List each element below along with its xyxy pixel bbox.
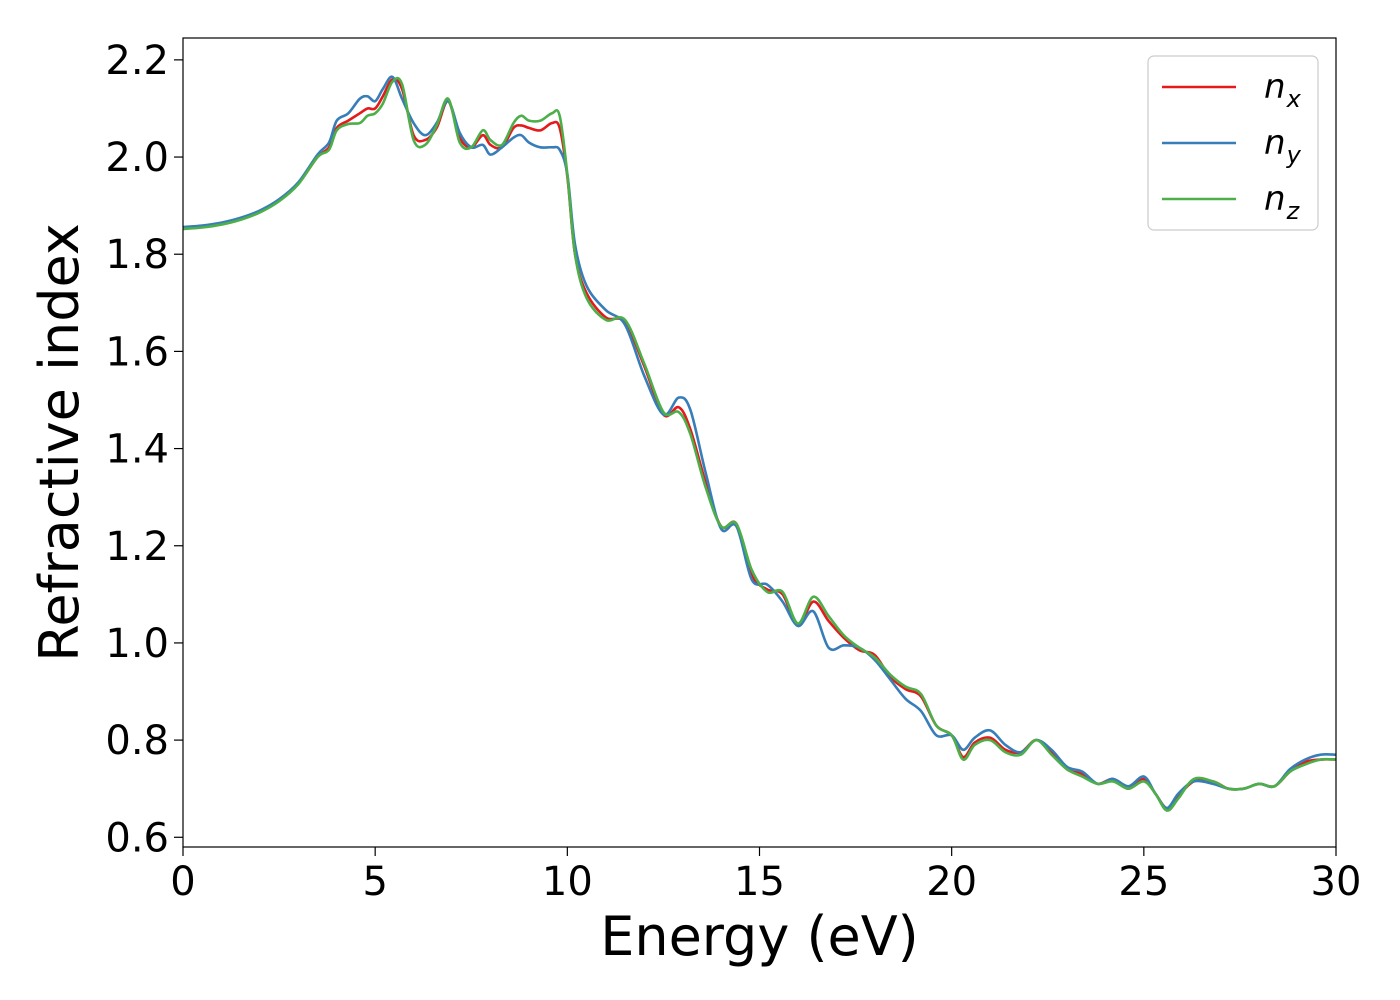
legend-label-x: nx — [1264, 67, 1302, 113]
legend: nx ny nz — [1147, 55, 1319, 231]
y-tick-label: 1.8 — [105, 232, 169, 278]
legend-label-y: ny — [1264, 123, 1302, 169]
x-tick-label: 10 — [542, 859, 593, 905]
y-tick-label: 0.8 — [105, 718, 169, 764]
series-line-y — [183, 75, 1336, 810]
y-tick-label: 0.6 — [105, 815, 169, 861]
y-tick-label: 2.0 — [105, 135, 169, 181]
y-tick-label: 1.4 — [105, 427, 169, 473]
x-tick-label: 25 — [1118, 859, 1169, 905]
tick-layer: 0 5 10 15 20 25 30 0.6 0.8 1.0 1.2 1.4 1.6 1.8 2.0 2.2 — [105, 38, 1361, 905]
x-axis-label: Energy (eV) — [600, 905, 919, 968]
x-tick-label: 30 — [1311, 859, 1362, 905]
y-tick-label: 1.0 — [105, 621, 169, 667]
plot-layer — [183, 75, 1336, 812]
y-tick-label: 2.2 — [105, 38, 169, 84]
legend-label-z: nz — [1264, 179, 1301, 225]
x-tick-label: 20 — [926, 859, 977, 905]
series-line-z — [183, 76, 1336, 812]
x-tick-label: 0 — [170, 859, 195, 905]
x-tick-label: 15 — [734, 859, 785, 905]
y-tick-label: 1.6 — [105, 329, 169, 375]
x-tick-label: 5 — [362, 859, 387, 905]
y-tick-label: 1.2 — [105, 524, 169, 570]
y-axis-label: Refractive index — [28, 223, 91, 662]
